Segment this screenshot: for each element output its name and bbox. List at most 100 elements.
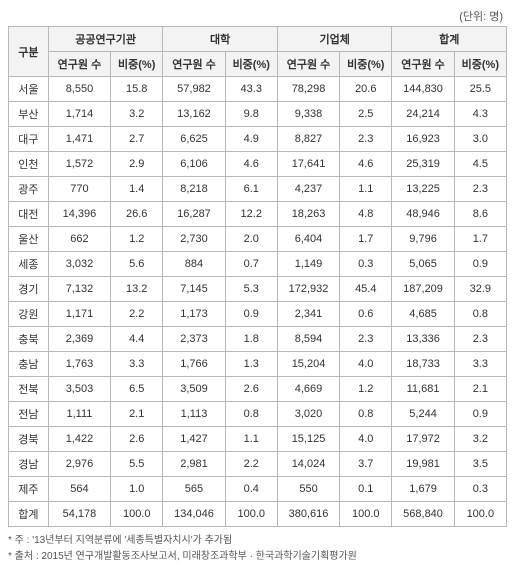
cell: 0.9 <box>454 252 506 277</box>
cell: 0.3 <box>340 252 392 277</box>
subhead-count: 연구원 수 <box>277 52 339 77</box>
table-row: 충북2,3694.42,3731.88,5942.313,3362.3 <box>9 327 507 352</box>
table-row: 강원1,1712.21,1730.92,3410.64,6850.8 <box>9 302 507 327</box>
cell: 2,981 <box>163 452 225 477</box>
cell: 100.0 <box>225 502 277 527</box>
cell: 24,214 <box>392 102 454 127</box>
cell: 8,594 <box>277 327 339 352</box>
cell: 5.3 <box>225 277 277 302</box>
region-name: 경남 <box>9 452 49 477</box>
table-row: 경북1,4222.61,4271.115,1254.017,9723.2 <box>9 427 507 452</box>
cell: 9,796 <box>392 227 454 252</box>
header-group-2: 기업체 <box>277 27 392 52</box>
cell: 3.2 <box>111 102 163 127</box>
cell: 9.8 <box>225 102 277 127</box>
cell: 0.3 <box>454 477 506 502</box>
cell: 1.2 <box>111 227 163 252</box>
cell: 1,422 <box>48 427 110 452</box>
cell: 662 <box>48 227 110 252</box>
cell: 6,404 <box>277 227 339 252</box>
cell: 134,046 <box>163 502 225 527</box>
cell: 8,218 <box>163 177 225 202</box>
region-name: 세종 <box>9 252 49 277</box>
cell: 1,113 <box>163 402 225 427</box>
cell: 770 <box>48 177 110 202</box>
cell: 17,972 <box>392 427 454 452</box>
cell: 3.3 <box>111 352 163 377</box>
cell: 550 <box>277 477 339 502</box>
cell: 8.6 <box>454 202 506 227</box>
cell: 565 <box>163 477 225 502</box>
subhead-count: 연구원 수 <box>163 52 225 77</box>
cell: 3,020 <box>277 402 339 427</box>
cell: 57,982 <box>163 77 225 102</box>
cell: 2.1 <box>111 402 163 427</box>
cell: 564 <box>48 477 110 502</box>
subhead-count: 연구원 수 <box>392 52 454 77</box>
cell: 7,145 <box>163 277 225 302</box>
cell: 2.5 <box>340 102 392 127</box>
table-row: 광주7701.48,2186.14,2371.113,2252.3 <box>9 177 507 202</box>
cell: 4.9 <box>225 127 277 152</box>
subhead-pct: 비중(%) <box>225 52 277 77</box>
cell: 1,714 <box>48 102 110 127</box>
cell: 20.6 <box>340 77 392 102</box>
cell: 1,679 <box>392 477 454 502</box>
cell: 7,132 <box>48 277 110 302</box>
region-name: 서울 <box>9 77 49 102</box>
cell: 1.4 <box>111 177 163 202</box>
cell: 2.3 <box>340 327 392 352</box>
cell: 1,572 <box>48 152 110 177</box>
cell: 3.2 <box>454 427 506 452</box>
cell: 4.8 <box>340 202 392 227</box>
cell: 1,471 <box>48 127 110 152</box>
cell: 25.5 <box>454 77 506 102</box>
header-rowlabel: 구분 <box>9 27 49 77</box>
region-name: 충북 <box>9 327 49 352</box>
region-name: 전북 <box>9 377 49 402</box>
region-name: 대구 <box>9 127 49 152</box>
table-row: 대전14,39626.616,28712.218,2634.848,9468.6 <box>9 202 507 227</box>
cell: 4.6 <box>225 152 277 177</box>
cell: 2.2 <box>111 302 163 327</box>
cell: 5.6 <box>111 252 163 277</box>
table-body: 서울8,55015.857,98243.378,29820.6144,83025… <box>9 77 507 502</box>
table-row: 제주5641.05650.45500.11,6790.3 <box>9 477 507 502</box>
cell: 0.1 <box>340 477 392 502</box>
cell: 13,336 <box>392 327 454 352</box>
cell: 3,509 <box>163 377 225 402</box>
cell: 1,766 <box>163 352 225 377</box>
cell: 18,263 <box>277 202 339 227</box>
cell: 4,669 <box>277 377 339 402</box>
cell: 1,149 <box>277 252 339 277</box>
cell: 8,550 <box>48 77 110 102</box>
cell: 1,763 <box>48 352 110 377</box>
cell: 1.7 <box>340 227 392 252</box>
cell: 18,733 <box>392 352 454 377</box>
cell: 3,503 <box>48 377 110 402</box>
cell: 1,427 <box>163 427 225 452</box>
cell: 0.4 <box>225 477 277 502</box>
cell: 8,827 <box>277 127 339 152</box>
cell: 26.6 <box>111 202 163 227</box>
researchers-table: 구분 공공연구기관 대학 기업체 합계 연구원 수비중(%)연구원 수비중(%)… <box>8 26 507 527</box>
region-name: 광주 <box>9 177 49 202</box>
cell: 0.8 <box>225 402 277 427</box>
total-row: 합계54,178100.0134,046100.0380,616100.0568… <box>9 502 507 527</box>
cell: 1.0 <box>111 477 163 502</box>
cell: 3,032 <box>48 252 110 277</box>
cell: 6.1 <box>225 177 277 202</box>
cell: 2.6 <box>225 377 277 402</box>
region-name: 충남 <box>9 352 49 377</box>
cell: 13,225 <box>392 177 454 202</box>
table-row: 대구1,4712.76,6254.98,8272.316,9233.0 <box>9 127 507 152</box>
cell: 4.5 <box>454 152 506 177</box>
table-row: 충남1,7633.31,7661.315,2044.018,7333.3 <box>9 352 507 377</box>
region-name: 대전 <box>9 202 49 227</box>
cell: 3.5 <box>454 452 506 477</box>
table-row: 세종3,0325.68840.71,1490.35,0650.9 <box>9 252 507 277</box>
region-name: 울산 <box>9 227 49 252</box>
cell: 1.1 <box>340 177 392 202</box>
cell: 14,024 <box>277 452 339 477</box>
cell: 32.9 <box>454 277 506 302</box>
